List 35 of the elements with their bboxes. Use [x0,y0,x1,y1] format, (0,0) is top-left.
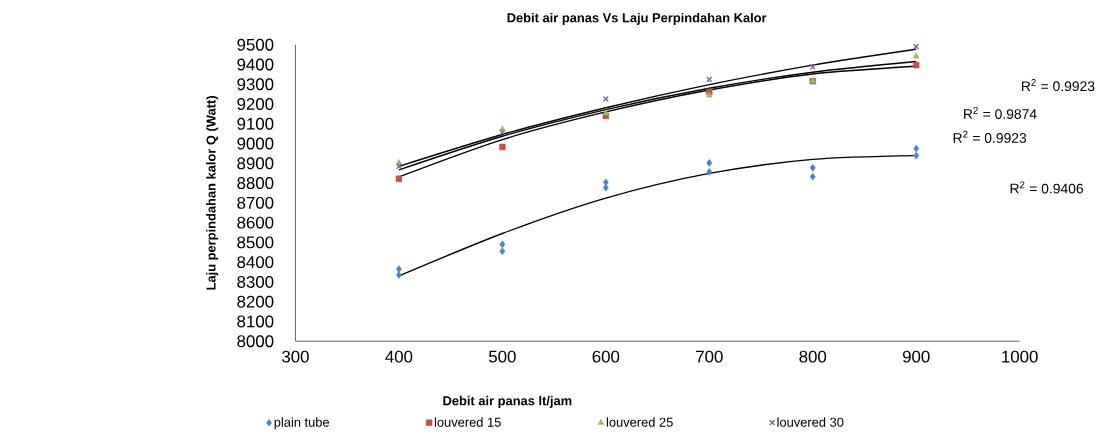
legend-label: louvered 15 [434,417,501,427]
y-tick-label: 8700 [237,197,274,209]
y-tick-label: 9400 [237,58,274,71]
legend-label: louvered 30 [777,417,844,427]
y-tick-label: 8800 [237,177,274,190]
y-tick-label: 8300 [237,276,274,289]
x-tick-label: 500 [488,350,516,363]
annotation: R$^{2}$ = 0.9406 [1010,181,1083,194]
y-tick-label: 8900 [237,157,274,170]
annotation: R$^{2}$ = 0.9923 [953,130,1027,144]
y-tick-label: 9200 [237,98,274,111]
y-tick-label: 9500 [237,38,274,51]
x-tick-label: 700 [696,350,723,363]
y-tick-label: 8200 [237,295,274,308]
y-tick-label: 8500 [237,236,274,249]
y-tick-label: 8100 [237,315,274,328]
x-tick-label: 600 [592,350,620,363]
text: R$^{2}$ = 0.9923 [1021,79,1095,92]
y-tick-label: 9100 [237,117,274,130]
x-tick-label: 800 [799,350,827,363]
y-tick-label: 8600 [237,216,274,229]
x-tick-label: 300 [282,350,309,363]
annotation: R$^{2}$ = 0.9874 [964,107,1037,120]
x-axis-title: Debit air panas lt/jam [443,396,572,409]
x-tick-label: 400 [385,350,413,363]
x-tick-label: 1000 [1002,350,1038,363]
y-axis-title: Laju perpindahan kalor Q (Watt) [206,96,219,290]
legend-label: louvered 25 [606,417,673,427]
y-tick-label: 8400 [237,256,274,269]
y-tick-label: 9000 [237,137,274,150]
y-tick-label: 9300 [237,78,274,91]
legend-label: plain tube [274,417,330,430]
y-tick-label: 8000 [237,335,274,348]
chart-title: Debit air panas Vs Laju Perpindahan Kalor [507,13,767,26]
x-tick-label: 900 [902,350,930,363]
